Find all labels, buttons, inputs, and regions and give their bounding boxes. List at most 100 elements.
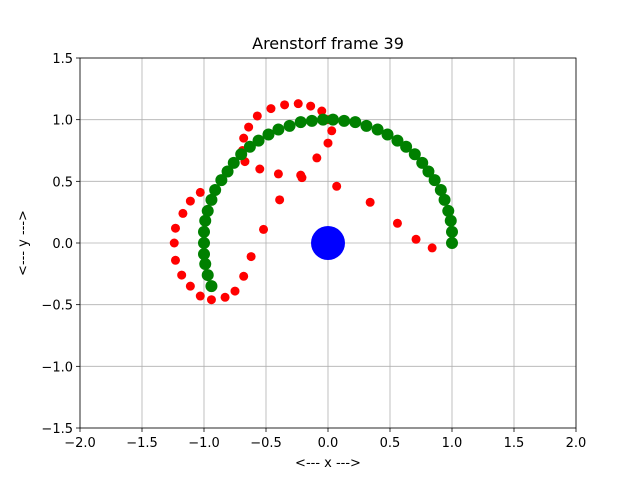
green-orbit-point bbox=[198, 225, 210, 238]
green-orbit-point bbox=[283, 119, 296, 132]
red-trajectory-point bbox=[327, 126, 337, 136]
green-orbit-point bbox=[215, 174, 228, 187]
y-tick-label: −1.5 bbox=[41, 422, 73, 437]
red-trajectory-point bbox=[297, 173, 307, 183]
red-trajectory-point bbox=[170, 223, 180, 233]
x-tick-label: 0.5 bbox=[380, 436, 401, 451]
green-orbit-point bbox=[198, 237, 210, 249]
green-orbit-point bbox=[305, 114, 318, 127]
green-orbit-point bbox=[408, 148, 421, 161]
green-orbit-point bbox=[294, 116, 307, 129]
red-trajectory-point bbox=[323, 138, 333, 148]
red-trajectory-point bbox=[170, 255, 180, 265]
x-tick-label: −1.0 bbox=[188, 436, 220, 451]
red-trajectory-point bbox=[317, 106, 327, 116]
red-trajectory-point bbox=[169, 238, 179, 248]
green-orbit-point bbox=[201, 204, 214, 217]
red-trajectory-point bbox=[246, 252, 256, 262]
green-orbit-point bbox=[209, 183, 222, 196]
x-tick-label: 2.0 bbox=[566, 436, 587, 451]
red-trajectory-point bbox=[280, 100, 290, 110]
red-trajectory-point bbox=[365, 197, 375, 207]
green-orbit-point bbox=[201, 269, 214, 282]
chart-title: Arenstorf frame 39 bbox=[252, 34, 404, 53]
red-trajectory-point bbox=[185, 196, 195, 206]
red-trajectory-point bbox=[220, 292, 230, 302]
green-orbit-point bbox=[199, 214, 212, 227]
green-orbit-point bbox=[198, 248, 210, 261]
y-tick-label: 1.0 bbox=[52, 114, 73, 129]
earth-marker-series bbox=[311, 226, 345, 260]
x-tick-label: 1.5 bbox=[504, 436, 525, 451]
green-orbit-point bbox=[446, 237, 458, 249]
red-trajectory-point bbox=[293, 99, 303, 109]
green-orbit-point bbox=[262, 128, 275, 141]
green-orbit-point bbox=[326, 113, 339, 126]
red-trajectory-point bbox=[312, 153, 322, 163]
y-tick-label: 1.5 bbox=[52, 52, 73, 67]
green-orbit-point bbox=[434, 183, 447, 196]
green-orbit-point bbox=[446, 225, 458, 238]
red-trajectory-point bbox=[206, 295, 216, 305]
green-orbit-point bbox=[442, 204, 455, 217]
red-trajectory-point bbox=[411, 234, 421, 244]
green-orbit-point bbox=[252, 134, 265, 147]
red-trajectory-point bbox=[230, 286, 240, 296]
green-orbit-point-series bbox=[198, 113, 458, 293]
green-orbit-point bbox=[338, 114, 351, 127]
green-orbit-point bbox=[400, 140, 413, 153]
green-orbit-point bbox=[227, 156, 240, 169]
series-layer bbox=[169, 99, 458, 305]
green-orbit-point bbox=[349, 116, 362, 129]
green-orbit-point bbox=[272, 123, 285, 136]
red-trajectory-point bbox=[332, 181, 342, 191]
red-trajectory-point bbox=[252, 111, 262, 121]
green-orbit-point bbox=[444, 214, 457, 227]
red-trajectory-point bbox=[275, 195, 285, 205]
x-tick-label: −1.5 bbox=[126, 436, 158, 451]
green-orbit-point bbox=[416, 156, 429, 169]
x-axis-label: <--- x ---> bbox=[295, 456, 361, 471]
red-trajectory-point bbox=[259, 224, 269, 234]
green-orbit-point bbox=[221, 165, 234, 178]
red-trajectory-point bbox=[195, 291, 205, 301]
green-orbit-point bbox=[205, 193, 218, 206]
y-tick-label: 0.0 bbox=[52, 237, 73, 252]
green-orbit-point bbox=[243, 140, 256, 153]
green-orbit-point bbox=[317, 113, 330, 126]
red-trajectory-point bbox=[255, 164, 265, 174]
x-tick-label: −2.0 bbox=[64, 436, 96, 451]
green-orbit-point bbox=[428, 174, 441, 187]
ticks: −2.0 −1.5 −1.0 −0.5 0.0 0.5 1.0 1.5 2.0−1.5−1.0−… bbox=[41, 52, 586, 451]
green-orbit-point bbox=[199, 257, 212, 270]
red-trajectory-point bbox=[239, 133, 249, 143]
y-tick-label: −1.0 bbox=[41, 360, 73, 375]
red-trajectory-point bbox=[273, 169, 283, 179]
red-trajectory-point bbox=[177, 270, 187, 280]
x-tick-label: 0.0 bbox=[318, 436, 339, 451]
y-axis-label: <--- y ---> bbox=[16, 210, 31, 276]
y-tick-label: −0.5 bbox=[41, 299, 73, 314]
green-orbit-point bbox=[360, 119, 373, 132]
red-trajectory-point bbox=[178, 208, 188, 218]
red-trajectory-point bbox=[244, 122, 254, 132]
red-trajectory-point bbox=[427, 243, 437, 253]
green-orbit-point bbox=[381, 128, 394, 141]
green-orbit-point bbox=[438, 193, 451, 206]
red-trajectory-point bbox=[239, 271, 249, 281]
x-tick-label: −0.5 bbox=[250, 436, 282, 451]
y-tick-label: 0.5 bbox=[52, 175, 73, 190]
green-orbit-point bbox=[391, 134, 404, 147]
red-trajectory-point bbox=[266, 104, 276, 114]
green-orbit-point bbox=[235, 148, 248, 161]
earth-marker bbox=[311, 226, 345, 260]
green-orbit-point bbox=[422, 165, 435, 178]
red-trajectory-point bbox=[306, 101, 316, 111]
red-trajectory-point bbox=[392, 218, 402, 228]
x-tick-label: 1.0 bbox=[442, 436, 463, 451]
red-trajectory-point bbox=[195, 187, 205, 197]
red-trajectory-point bbox=[185, 281, 195, 291]
green-orbit-point bbox=[205, 280, 218, 293]
green-orbit-point bbox=[371, 123, 384, 136]
